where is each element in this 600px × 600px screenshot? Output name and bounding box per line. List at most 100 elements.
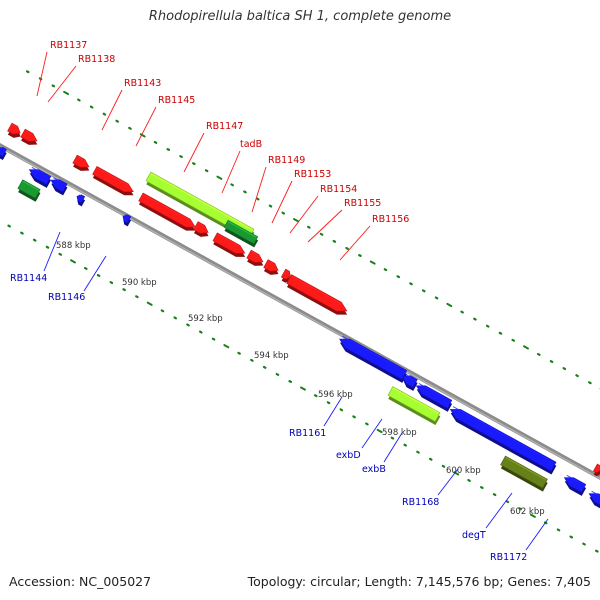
gene-label-forward[interactable]: RB1138: [78, 54, 115, 65]
tick-mark: [518, 507, 522, 511]
gene-arrow[interactable]: [399, 373, 419, 391]
gene-label-reverse[interactable]: exbB: [362, 464, 386, 475]
label-leader-line: [36, 51, 48, 97]
tick-mark: [122, 288, 126, 292]
gene-arrow[interactable]: [16, 179, 42, 202]
gene-arrow[interactable]: [19, 128, 41, 148]
tick-mark: [595, 549, 599, 553]
tick-mark: [275, 372, 280, 376]
gene-label-forward[interactable]: RB1143: [124, 78, 161, 89]
label-leader-line: [361, 418, 383, 449]
gene-arrow-highlight: [143, 194, 190, 221]
tick-mark: [255, 197, 260, 201]
gene-arrow[interactable]: [0, 146, 8, 161]
gene-label-forward[interactable]: RB1145: [158, 95, 195, 106]
gene-arrow-highlight: [392, 387, 439, 414]
tick-mark: [7, 224, 11, 228]
gene-arrow[interactable]: [71, 154, 93, 174]
tick-mark: [179, 155, 183, 159]
gene-label-forward[interactable]: RB1155: [344, 198, 381, 209]
gene-label-reverse[interactable]: RB1168: [402, 497, 439, 508]
tick-mark: [216, 175, 223, 180]
gene-label-reverse[interactable]: RB1161: [289, 428, 326, 439]
kbp-tick-label: 596 kbp: [318, 390, 353, 400]
gene-label-forward[interactable]: RB1153: [294, 169, 331, 180]
gene-arrow-highlight: [228, 221, 257, 238]
tick-mark: [396, 275, 401, 279]
gene-arrow-highlight: [405, 373, 412, 378]
tick-mark: [63, 90, 70, 96]
tick-mark: [300, 386, 306, 391]
tick-mark: [198, 330, 203, 334]
gene-arrow[interactable]: [26, 166, 53, 188]
gene-label-reverse[interactable]: RB1172: [490, 552, 527, 563]
gene-arrow-body: [263, 259, 279, 272]
tick-mark: [25, 70, 30, 74]
gene-arrow-body: [76, 194, 86, 204]
gene-label-forward[interactable]: tadB: [240, 139, 262, 150]
label-leader-line: [221, 150, 241, 194]
gene-arrow[interactable]: [137, 192, 199, 234]
tick-mark: [135, 295, 139, 299]
gene-arrow-highlight: [505, 457, 547, 481]
gene-arrow-highlight: [11, 124, 18, 128]
gene-arrow[interactable]: [47, 176, 69, 196]
gene-arrow-body: [7, 122, 21, 135]
tick-mark: [204, 169, 209, 173]
gene-arrow-highlight: [124, 214, 128, 217]
gene-label-forward[interactable]: RB1147: [206, 121, 243, 132]
gene-arrow[interactable]: [120, 213, 133, 227]
gene-label-reverse[interactable]: exbD: [336, 450, 361, 461]
kbp-tick-label: 590 kbp: [122, 278, 157, 288]
tick-mark: [434, 296, 439, 300]
tick-mark: [243, 190, 247, 194]
gene-arrow[interactable]: [585, 490, 600, 510]
label-leader-line: [323, 396, 343, 427]
gene-arrow[interactable]: [387, 386, 442, 426]
gene-label-reverse[interactable]: RB1146: [48, 292, 85, 303]
gene-arrow[interactable]: [447, 405, 558, 475]
gene-label-reverse[interactable]: degT: [462, 530, 486, 541]
tick-mark: [45, 245, 50, 249]
gene-arrow[interactable]: [74, 193, 87, 207]
gene-arrow[interactable]: [285, 274, 351, 319]
gene-arrow-body: [387, 386, 441, 422]
gene-arrow-body: [0, 146, 7, 157]
tick-mark: [569, 535, 574, 539]
tick-mark: [390, 436, 395, 440]
label-leader-line: [43, 231, 61, 272]
gene-arrow[interactable]: [561, 474, 588, 496]
gene-arrow-body: [193, 221, 209, 234]
gene-arrow[interactable]: [245, 249, 267, 269]
gene-arrow-body: [415, 385, 453, 409]
tick-mark: [358, 254, 362, 257]
label-leader-line: [339, 225, 371, 261]
tick-mark: [160, 309, 165, 313]
tick-mark: [102, 112, 107, 116]
gene-label-forward[interactable]: RB1156: [372, 214, 409, 225]
gene-arrow-highlight: [597, 465, 600, 468]
gene-label-forward[interactable]: RB1137: [50, 40, 87, 51]
kbp-tick-label: 602 kbp: [510, 507, 545, 517]
gene-arrow[interactable]: [413, 382, 454, 412]
gene-arrow[interactable]: [211, 232, 248, 261]
gene-arrow[interactable]: [262, 259, 282, 278]
tick-mark: [192, 162, 196, 166]
gene-arrow[interactable]: [499, 455, 549, 492]
gene-arrow[interactable]: [91, 166, 137, 199]
gene-arrow-highlight: [285, 270, 290, 273]
gene-label-forward[interactable]: RB1154: [320, 184, 357, 195]
gene-arrow[interactable]: [336, 335, 409, 383]
gene-arrow[interactable]: [6, 122, 24, 140]
gene-arrow[interactable]: [192, 221, 212, 240]
tick-mark: [58, 252, 63, 256]
gene-label-forward[interactable]: RB1149: [268, 155, 305, 166]
gene-arrow-highlight: [452, 406, 548, 460]
gene-arrow[interactable]: [223, 219, 260, 248]
accession-text: Accession: NC_005027: [9, 574, 152, 589]
tick-mark: [211, 337, 216, 341]
genome-backbone: [0, 142, 600, 481]
gene-label-reverse[interactable]: RB1144: [10, 273, 47, 284]
